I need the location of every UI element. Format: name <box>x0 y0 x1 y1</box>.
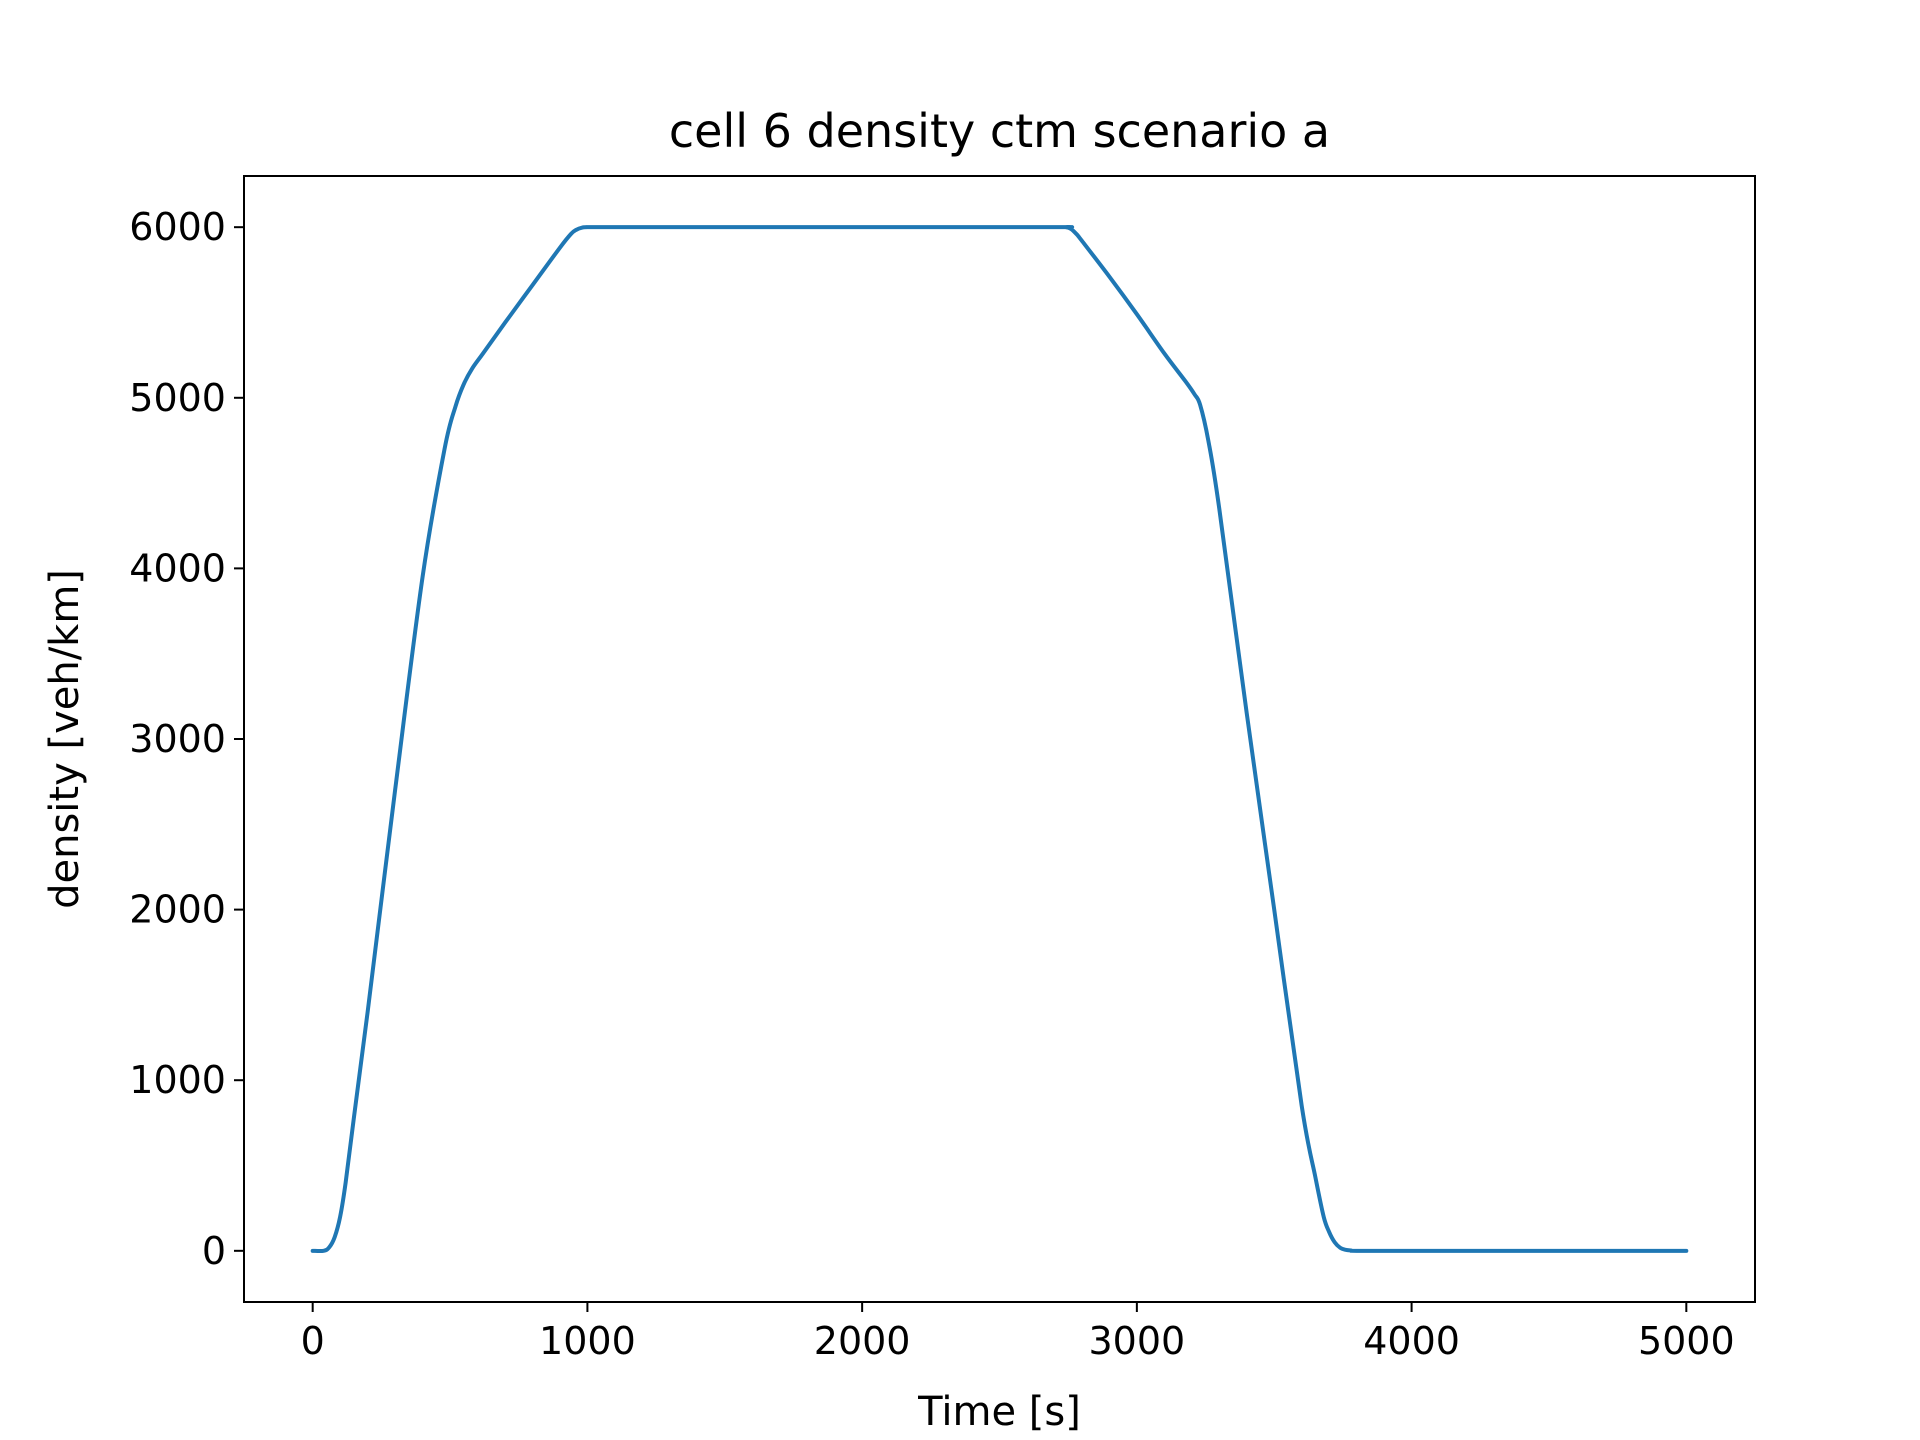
x-axis: 0 1000 2000 3000 4000 5000 <box>301 1302 1735 1363</box>
y-tick-label: 0 <box>202 1229 226 1273</box>
x-tick-label: 3000 <box>1089 1319 1186 1363</box>
x-tick-label: 2000 <box>814 1319 911 1363</box>
x-tick-label: 1000 <box>539 1319 636 1363</box>
x-tick-label: 0 <box>301 1319 325 1363</box>
plot-background <box>244 176 1755 1302</box>
chart-title: cell 6 density ctm scenario a <box>669 104 1330 158</box>
y-tick-label: 2000 <box>129 888 226 932</box>
x-tick-label: 4000 <box>1363 1319 1460 1363</box>
series-line-density <box>310 225 1689 1254</box>
x-tick-label: 5000 <box>1638 1319 1735 1363</box>
y-axis-label: density [veh/km] <box>42 569 88 909</box>
y-tick-label: 4000 <box>129 546 226 590</box>
y-tick-label: 6000 <box>129 205 226 249</box>
y-axis: 0 1000 2000 3000 4000 5000 6000 <box>129 205 244 1273</box>
y-tick-label: 3000 <box>129 717 226 761</box>
series-layer <box>310 225 1689 1254</box>
x-axis-label: Time [s] <box>917 1389 1081 1435</box>
y-tick-label: 5000 <box>129 376 226 420</box>
y-tick-label: 1000 <box>129 1058 226 1102</box>
